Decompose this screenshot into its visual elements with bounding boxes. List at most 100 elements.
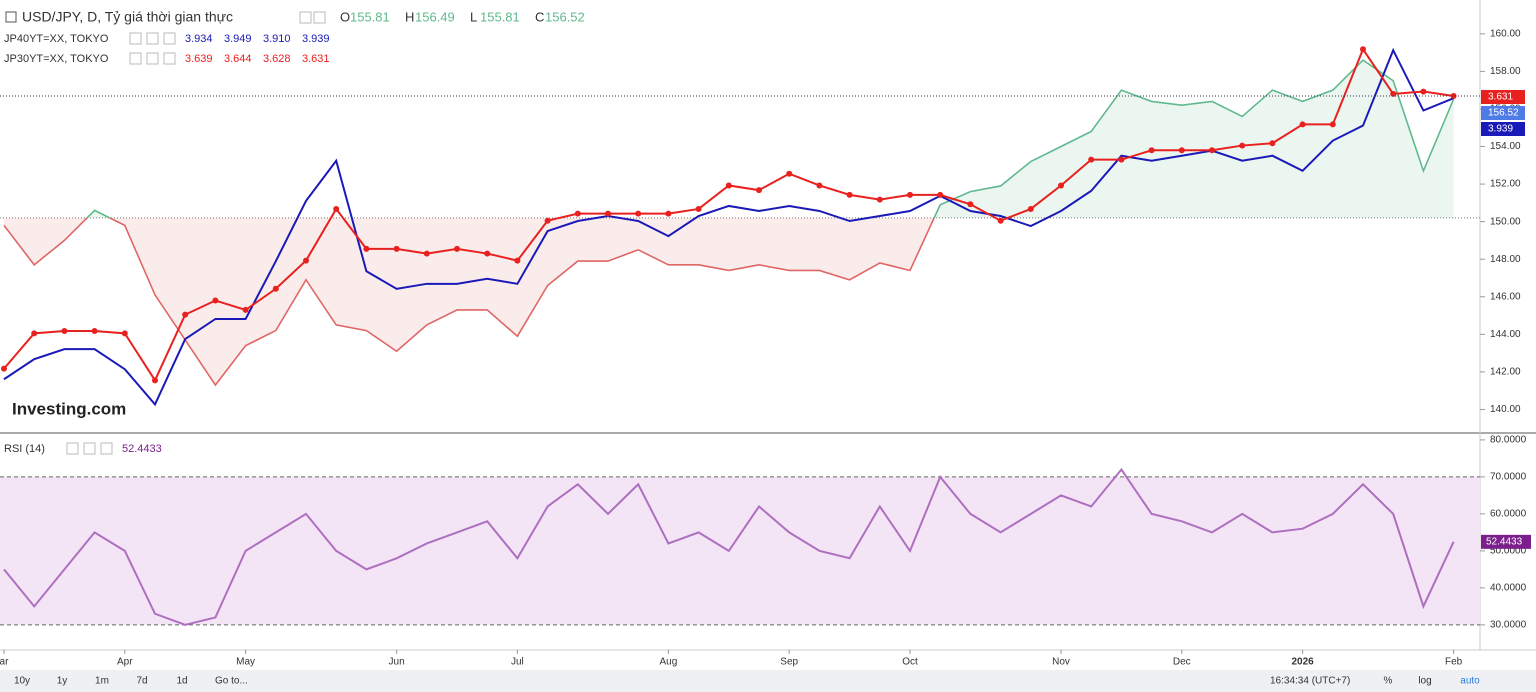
marker <box>1269 140 1276 147</box>
y-tick-label: 142.00 <box>1490 367 1521 378</box>
y-tick-label: 140.00 <box>1490 404 1521 415</box>
marker <box>91 328 98 335</box>
x-tick-label: Nov <box>1052 657 1070 668</box>
marker <box>333 205 340 212</box>
marker <box>212 297 219 304</box>
line-above <box>85 59 1455 218</box>
marker <box>635 210 642 217</box>
marker <box>393 245 400 252</box>
toolbar <box>0 670 1536 692</box>
y-tick-label: 80.0000 <box>1490 435 1527 446</box>
marker <box>1148 147 1155 154</box>
marker <box>967 201 974 208</box>
marker <box>121 330 128 337</box>
y-tick-label: 144.00 <box>1490 329 1521 340</box>
marker <box>514 257 521 264</box>
y-tick-label: 158.00 <box>1490 66 1521 77</box>
marker <box>423 250 430 257</box>
rsi-title: RSI (14) <box>4 443 45 455</box>
marker <box>756 187 762 194</box>
range-button[interactable]: 10y <box>14 676 30 687</box>
collapse-icon <box>5 11 17 23</box>
marker <box>876 196 883 203</box>
option-button[interactable]: auto <box>1460 676 1480 687</box>
ohlc-key: C <box>535 9 544 24</box>
price-label-bg <box>1481 122 1525 136</box>
marker <box>1058 182 1064 189</box>
x-tick-label: Sep <box>780 657 798 668</box>
marker <box>997 217 1004 224</box>
x-tick-label: Apr <box>117 657 133 668</box>
range-button[interactable]: 7d <box>136 676 147 687</box>
range-button[interactable]: 1y <box>57 676 68 687</box>
price-label-bg <box>1481 534 1531 549</box>
y-tick-label: 50.0000 <box>1490 546 1527 557</box>
x-tick-label: 2026 <box>1291 657 1314 668</box>
marker <box>1390 90 1397 97</box>
marker <box>61 328 68 335</box>
legend-name: JP40YT=XX, TOKYO <box>4 33 109 45</box>
marker <box>544 217 551 224</box>
legend-value: 3.639 <box>185 53 213 65</box>
marker <box>1450 93 1457 100</box>
marker <box>725 182 732 189</box>
marker <box>1178 147 1185 154</box>
legend-value: 3.644 <box>224 53 252 65</box>
goto-button[interactable]: Go to... <box>215 676 248 687</box>
marker <box>363 245 370 252</box>
y-tick-label: 60.0000 <box>1490 509 1527 520</box>
marker <box>1209 147 1215 154</box>
y-tick-label: 146.00 <box>1490 291 1521 302</box>
marker <box>1088 156 1095 163</box>
option-button[interactable]: log <box>1418 676 1431 687</box>
legend-icons <box>66 11 326 455</box>
marker <box>182 311 189 318</box>
marker <box>1027 205 1034 212</box>
y-tick-label: 154.00 <box>1490 141 1521 152</box>
price-label: 3.939 <box>1488 124 1513 135</box>
ohlc-key: L <box>470 9 477 24</box>
legend-name: JP30YT=XX, TOKYO <box>4 53 109 65</box>
x-tick-label: Jul <box>511 657 524 668</box>
range-button[interactable]: 1m <box>95 676 109 687</box>
y-tick-label: 160.00 <box>1490 28 1521 39</box>
price-label: 52.4433 <box>1486 536 1523 547</box>
legend-value: 3.949 <box>224 33 252 45</box>
marker <box>907 191 913 198</box>
marker <box>1 365 7 372</box>
y-tick-label: 148.00 <box>1490 254 1521 265</box>
price-label-bg <box>1481 106 1525 120</box>
clock: 16:34:34 (UTC+7) <box>1270 676 1350 687</box>
marker <box>1360 46 1366 53</box>
y-tick-label: 152.00 <box>1490 179 1521 190</box>
marker <box>574 210 581 217</box>
legend-value: 3.628 <box>263 53 291 65</box>
ohlc-key: O <box>340 9 350 24</box>
marker <box>454 245 460 252</box>
x-tick-label: Aug <box>660 657 678 668</box>
ohlc-value: 156.49 <box>415 9 455 24</box>
legend-value: 3.910 <box>263 33 291 45</box>
legend-value: 3.939 <box>302 33 330 45</box>
price-label-bg <box>1481 90 1525 104</box>
x-tick-label: Oct <box>902 657 918 668</box>
chart-title: USD/JPY, D, Tỷ giá thời gian thực <box>22 9 233 25</box>
ohlc-value: 155.81 <box>480 9 520 24</box>
marker <box>786 170 793 177</box>
marker <box>605 210 611 217</box>
marker <box>484 250 491 257</box>
marker <box>303 257 309 264</box>
price-label: 156.52 <box>1488 108 1519 119</box>
marker <box>31 330 38 337</box>
logo: Investing.com <box>12 399 126 418</box>
option-button[interactable]: % <box>1384 676 1393 687</box>
ohlc-value: 155.81 <box>350 9 390 24</box>
range-button[interactable]: 1d <box>176 676 187 687</box>
marker <box>816 182 823 189</box>
ohlc-value: 156.52 <box>545 9 585 24</box>
marker <box>272 285 279 292</box>
x-tick-label: Feb <box>1445 657 1463 668</box>
marker <box>152 377 158 384</box>
price-label: 3.631 <box>1488 92 1513 103</box>
